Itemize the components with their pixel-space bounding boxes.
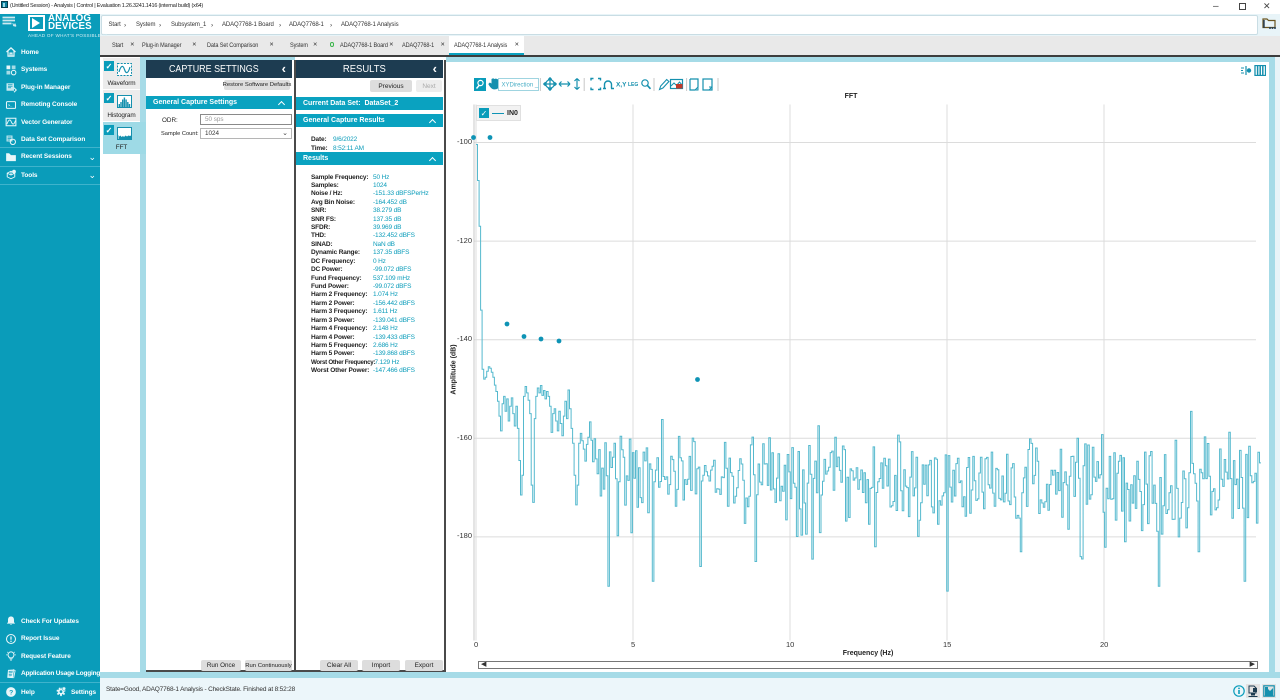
svg-text:>_: >_ [8, 103, 13, 107]
svg-text:LEG: LEG [628, 82, 638, 88]
svg-text:?: ? [9, 689, 13, 696]
svg-text:XYDirection _: XYDirection _ [502, 82, 539, 88]
svg-text:X,Y: X,Y [616, 81, 627, 88]
